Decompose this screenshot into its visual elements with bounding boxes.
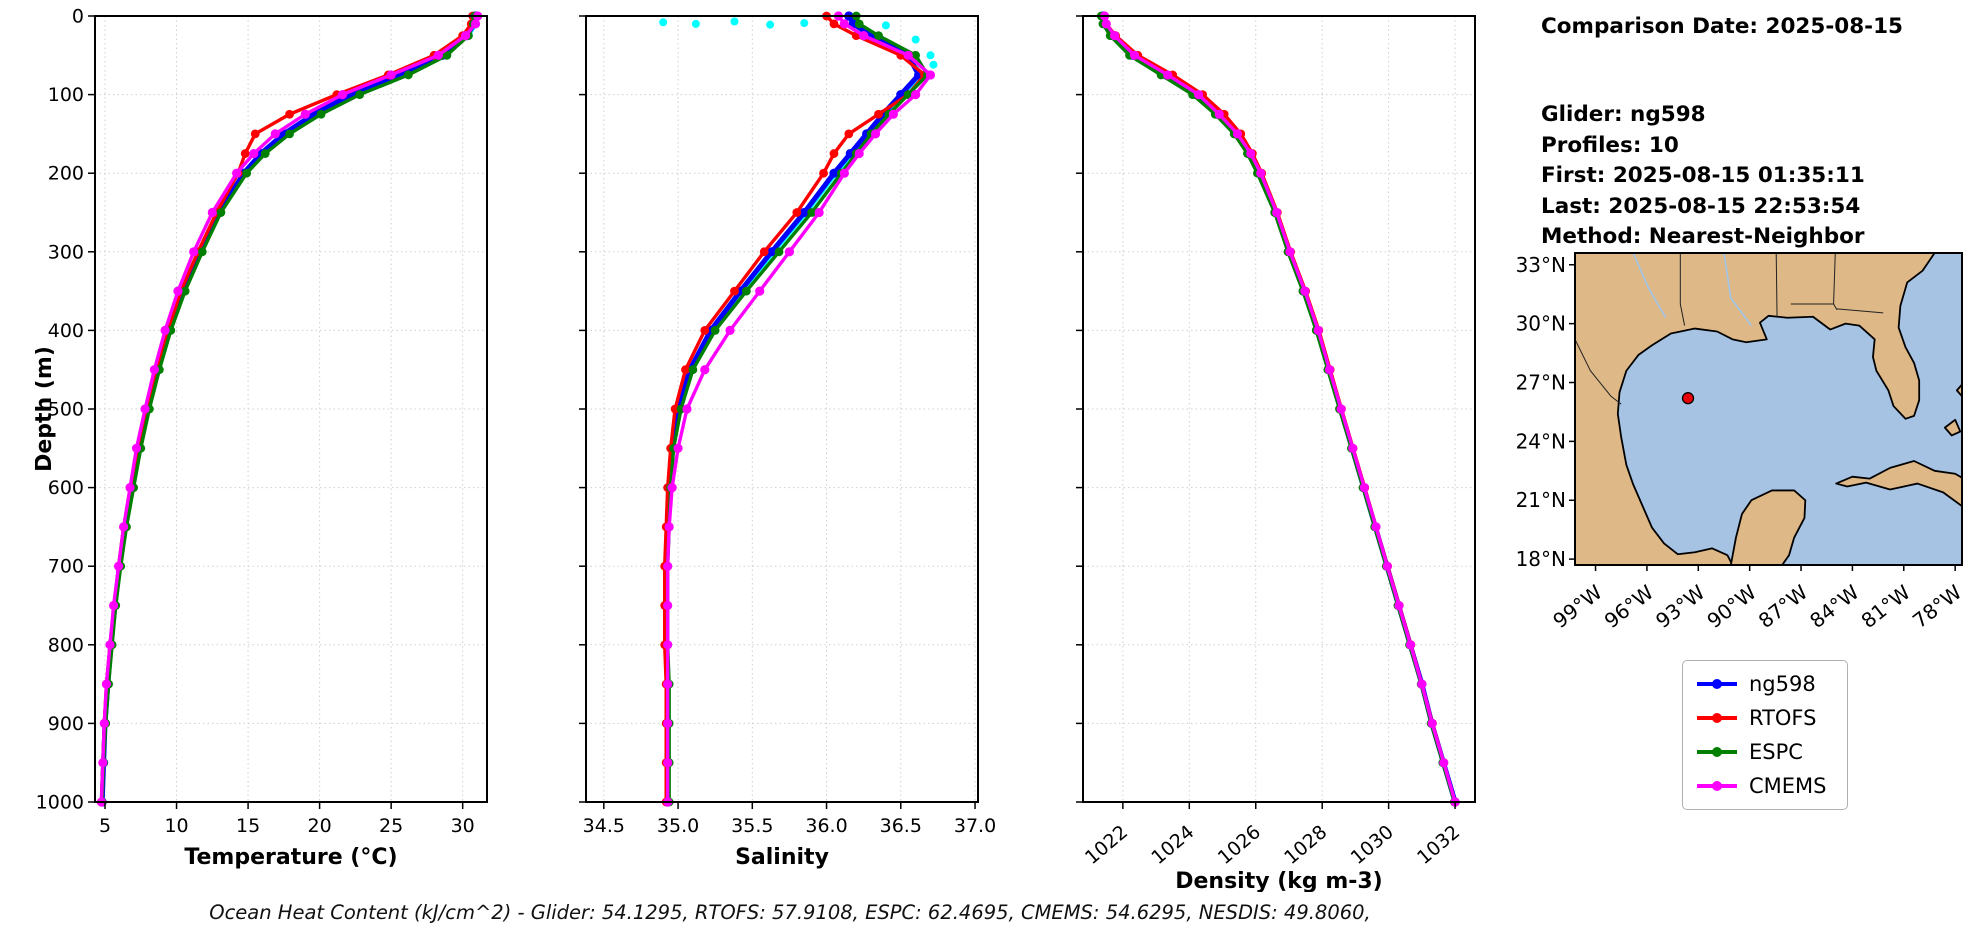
map-lon-label: 99°W <box>1548 580 1606 633</box>
first-profile-time-text: First: 2025-08-15 01:35:11 <box>1541 163 1865 188</box>
scatter-point <box>691 19 700 28</box>
ocean-heat-content-text: Ocean Heat Content (kJ/cm^2) - Glider: 5… <box>209 901 1371 924</box>
scatter-point <box>766 20 775 29</box>
y-tick-label: 900 <box>48 713 84 735</box>
map-lat-label: 30°N <box>1516 312 1566 336</box>
map-lon-label: 93°W <box>1651 580 1709 633</box>
comparison-date-text: Comparison Date: 2025-08-15 <box>1541 14 1904 39</box>
x-tick-label: 1026 <box>1214 821 1265 869</box>
map-lon-label: 78°W <box>1908 580 1966 633</box>
x-tick-label: 15 <box>236 815 260 837</box>
scatter-point <box>730 17 739 26</box>
map-lon-label: 84°W <box>1805 580 1863 633</box>
legend-label: ESPC <box>1749 740 1803 764</box>
x-tick-label: 5 <box>99 815 111 837</box>
x-tick-label: 10 <box>164 815 188 837</box>
x-tick-label: 1030 <box>1347 821 1398 869</box>
salinity-profile-chart: 34.5 35.0 35.5 36.0 36.5 37.0 Salinity <box>579 11 996 870</box>
x-tick-label: 35.5 <box>731 815 773 837</box>
series-line-CMEMS <box>1102 15 1457 803</box>
x-axis-label: Density (kg m-3) <box>1175 869 1383 892</box>
legend-line-marker <box>1697 713 1737 722</box>
x-tick-label: 35.0 <box>657 815 699 837</box>
info-panel: Comparison Date: 2025-08-15 Glider: ng59… <box>1541 12 1903 253</box>
x-tick-label: 1024 <box>1147 821 1198 869</box>
legend-item-espc: ESPC <box>1697 740 1827 764</box>
y-tick-label: 100 <box>48 84 84 106</box>
scatter-point <box>800 19 809 28</box>
y-tick-label: 300 <box>48 241 84 263</box>
x-tick-label: 36.0 <box>805 815 847 837</box>
x-axis-label: Temperature (°C) <box>184 845 397 870</box>
y-tick-label: 0 <box>72 6 84 28</box>
gulf-of-mexico-map: 33°N 30°N 27°N 24°N 21°N 18°N 99°W96°W93°W90°W… <box>1516 252 1966 633</box>
x-tick-label: 37.0 <box>954 815 996 837</box>
scatter-point <box>911 35 920 44</box>
series-line-RTOFS <box>1102 15 1457 803</box>
map-lon-label: 96°W <box>1600 580 1658 633</box>
y-tick-label: 700 <box>48 556 84 578</box>
map-lon-label: 81°W <box>1857 580 1915 633</box>
series-line-ESPC <box>100 15 477 803</box>
x-axis-label: Salinity <box>735 845 829 870</box>
legend-item-ng598: ng598 <box>1697 672 1827 696</box>
x-tick-label: 30 <box>451 815 475 837</box>
profiles-count-text: Profiles: 10 <box>1541 132 1679 158</box>
glider-info-block: Glider: ng598 Profiles: 10 First: 2025-0… <box>1541 100 1903 253</box>
glider-position-marker <box>1681 392 1695 405</box>
map-lat-label: 27°N <box>1516 371 1566 395</box>
legend-item-rtofs: RTOFS <box>1697 706 1827 730</box>
x-tick-label: 36.5 <box>880 815 922 837</box>
map-lon-label: 87°W <box>1754 580 1812 633</box>
x-tick-label: 34.5 <box>583 815 625 837</box>
map-lat-label: 24°N <box>1516 429 1566 453</box>
legend: ng598 RTOFS ESPC CMEMS <box>1682 660 1848 810</box>
legend-label: RTOFS <box>1749 706 1817 730</box>
x-tick-label: 25 <box>379 815 403 837</box>
scatter-point <box>929 60 938 69</box>
map-lon-label: 90°W <box>1702 580 1760 633</box>
legend-line-marker <box>1697 679 1737 688</box>
y-tick-label: 500 <box>48 399 84 421</box>
legend-line-marker <box>1697 747 1737 756</box>
series-line-CMEMS <box>665 14 933 802</box>
scatter-point <box>881 21 890 30</box>
y-tick-label: 400 <box>48 320 84 342</box>
last-profile-time-text: Last: 2025-08-15 22:53:54 <box>1541 193 1861 219</box>
series-line-CMEMS <box>99 15 480 803</box>
y-tick-label: 600 <box>48 477 84 499</box>
y-axis-label: Depth (m) <box>35 346 57 472</box>
legend-item-cmems: CMEMS <box>1697 774 1827 798</box>
glider-name-text: Glider: ng598 <box>1541 102 1706 127</box>
density-profile-chart: 1022 1024 1026 1028 1030 1032 Density (kg m-3) <box>1076 11 1476 892</box>
x-tick-label: 20 <box>308 815 332 837</box>
x-tick-label: 1028 <box>1280 821 1331 869</box>
y-tick-label: 1000 <box>36 792 84 814</box>
temperature-profile-chart: 5 10 15 20 25 3001002003004005006007008009001… <box>35 6 488 870</box>
legend-label: CMEMS <box>1749 774 1827 798</box>
y-tick-label: 800 <box>48 634 84 656</box>
legend-label: ng598 <box>1749 672 1816 696</box>
map-lat-label: 21°N <box>1516 488 1566 512</box>
map-lat-label: 33°N <box>1516 253 1566 277</box>
map-lat-label: 18°N <box>1516 547 1566 571</box>
scatter-point <box>926 51 935 60</box>
scatter-point <box>659 18 668 27</box>
legend-line-marker <box>1697 781 1737 790</box>
x-tick-label: 1022 <box>1081 821 1132 869</box>
x-tick-label: 1032 <box>1413 821 1464 869</box>
y-tick-label: 200 <box>48 163 84 185</box>
method-text: Method: Nearest-Neighbor <box>1541 224 1865 249</box>
map-canvas <box>1575 253 1962 565</box>
